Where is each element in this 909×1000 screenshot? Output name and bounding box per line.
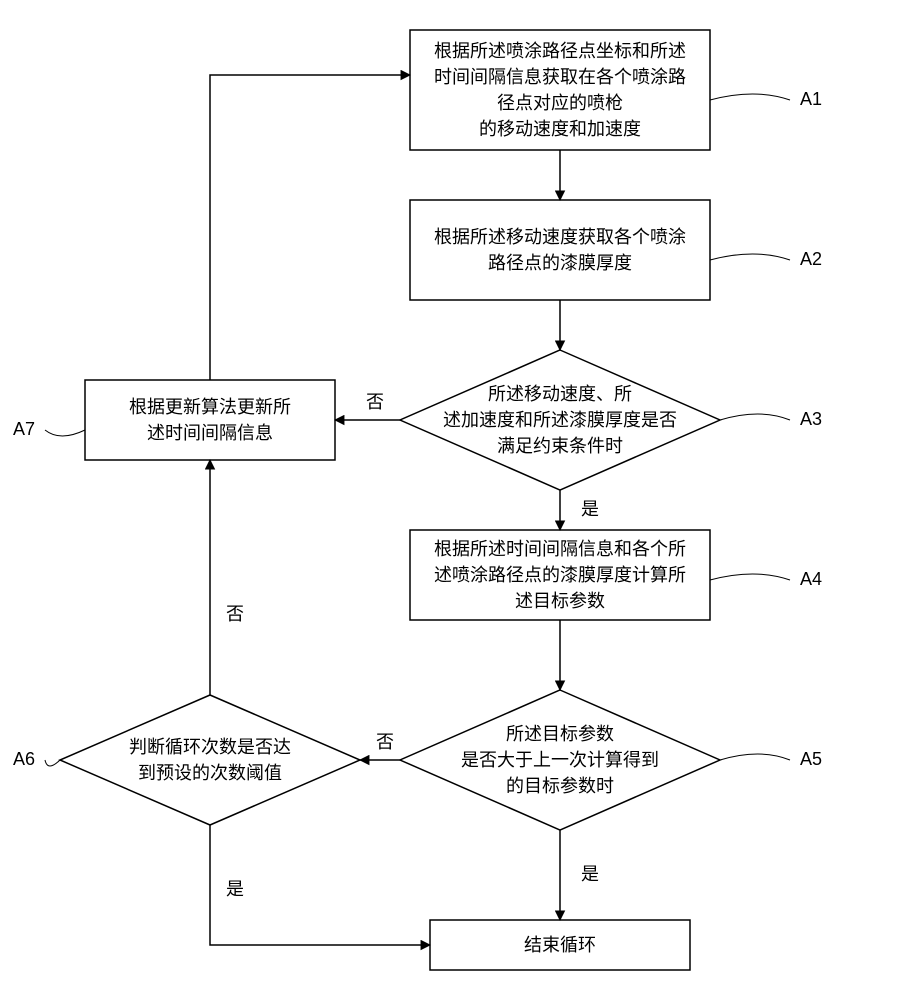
node-a4: 根据所述时间间隔信息和各个所述喷涂路径点的漆膜厚度计算所述目标参数 A4: [410, 530, 822, 620]
node-text: 根据更新算法更新所: [129, 397, 291, 417]
node-text: 是否大于上一次计算得到: [461, 750, 659, 770]
edge: 否: [360, 732, 400, 760]
edge: 是: [560, 830, 599, 920]
node-a6: 判断循环次数是否达到预设的次数阈值 A6: [13, 695, 360, 825]
step-label: A4: [800, 569, 822, 589]
node-text: 所述移动速度、所: [488, 384, 632, 404]
step-label: A5: [800, 749, 822, 769]
edge: 是: [560, 490, 599, 530]
step-label: A2: [800, 249, 822, 269]
node-text: 时间间隔信息获取在各个喷涂路: [434, 67, 686, 87]
node-a5: 所述目标参数是否大于上一次计算得到的目标参数时 A5: [400, 690, 822, 830]
step-label: A1: [800, 89, 822, 109]
step-label: A3: [800, 409, 822, 429]
node-text: 路径点的漆膜厚度: [488, 253, 632, 273]
flowchart: 根据所述喷涂路径点坐标和所述时间间隔信息获取在各个喷涂路径点对应的喷枪的移动速度…: [0, 0, 909, 1000]
edge-label: 是: [581, 499, 599, 519]
node-text: 判断循环次数是否达: [129, 737, 291, 757]
node-a2: 根据所述移动速度获取各个喷涂路径点的漆膜厚度 A2: [410, 200, 822, 300]
node-text: 到预设的次数阈值: [138, 763, 282, 783]
edge: 是: [210, 825, 430, 945]
edge-label: 是: [581, 864, 599, 884]
node-text: 述目标参数: [515, 591, 605, 611]
node-end: 结束循环: [430, 920, 690, 970]
edge: [210, 75, 410, 380]
node-text: 述时间间隔信息: [147, 423, 273, 443]
edge: 否: [335, 392, 400, 420]
edge-label: 是: [226, 879, 244, 899]
node-a3: 所述移动速度、所述加速度和所述漆膜厚度是否满足约束条件时 A3: [400, 350, 822, 490]
edge-label: 否: [376, 732, 394, 752]
node-a1: 根据所述喷涂路径点坐标和所述时间间隔信息获取在各个喷涂路径点对应的喷枪的移动速度…: [410, 30, 822, 150]
node-text: 的移动速度和加速度: [479, 119, 641, 139]
node-text: 的目标参数时: [506, 776, 614, 796]
node-text: 根据所述喷涂路径点坐标和所述: [434, 41, 686, 61]
node-text: 满足约束条件时: [497, 436, 623, 456]
node-text: 径点对应的喷枪: [497, 93, 623, 113]
node-a7: 根据更新算法更新所述时间间隔信息 A7: [13, 380, 335, 460]
node-text: 所述目标参数: [506, 724, 614, 744]
node-text: 根据所述时间间隔信息和各个所: [434, 539, 686, 559]
node-text: 述喷涂路径点的漆膜厚度计算所: [434, 565, 686, 585]
edge-label: 否: [366, 392, 384, 412]
edge: 否: [210, 460, 244, 695]
edge-label: 否: [226, 604, 244, 624]
node-text: 根据所述移动速度获取各个喷涂: [434, 227, 686, 247]
step-label: A6: [13, 749, 35, 769]
step-label: A7: [13, 419, 35, 439]
node-text: 结束循环: [524, 935, 596, 955]
node-text: 述加速度和所述漆膜厚度是否: [443, 410, 677, 430]
